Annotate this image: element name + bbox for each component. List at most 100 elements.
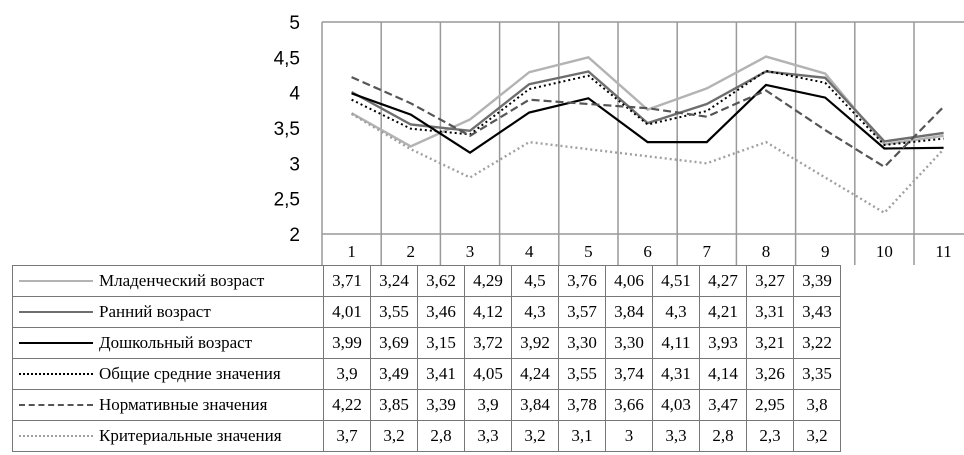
value-cell: 4,06: [605, 265, 653, 297]
y-tick-label: 4,5: [274, 48, 300, 69]
legend-swatch: [19, 280, 93, 282]
value-cell: 3,24: [370, 265, 418, 297]
value-cell: 2,3: [746, 420, 794, 452]
value-cell: 3,21: [746, 327, 794, 359]
legend-cell: Нормативные значения: [12, 389, 324, 421]
table-row: Нормативные значения 4,22 3,85 3,39 3,9 3,84 3…: [12, 389, 841, 421]
chart-series-lines: [350, 55, 945, 215]
value-cell: 3,69: [370, 327, 418, 359]
y-tick-label: 3,5: [274, 119, 300, 140]
x-tick-label: 3: [466, 242, 475, 261]
series-name: Нормативные значения: [99, 395, 268, 414]
legend-swatch: [19, 373, 93, 375]
table-row: Ранний возраст 4,01 3,55 3,46 4,12 4,3 3,57 3,8…: [12, 296, 841, 328]
value-cell: 2,8: [417, 420, 465, 452]
value-cell: 3,62: [417, 265, 465, 297]
y-tick-label: 4: [289, 84, 300, 105]
value-cell: 3,2: [370, 420, 418, 452]
value-cell: 3,7: [323, 420, 371, 452]
series-name: Ранний возраст: [99, 302, 211, 321]
value-cell: 3,55: [370, 296, 418, 328]
value-cell: 3,30: [558, 327, 606, 359]
y-tick-label: 2,5: [274, 190, 300, 211]
value-cell: 3,1: [558, 420, 606, 452]
value-cell: 4,31: [652, 358, 700, 390]
x-tick-label: 5: [584, 242, 593, 261]
value-cell: 3,27: [746, 265, 794, 297]
x-tick-label: 4: [525, 242, 534, 261]
value-cell: 3,74: [605, 358, 653, 390]
value-cell: 3,22: [793, 327, 841, 359]
y-axis-ticks: 2 2,5 3 3,5 4 4,5 5: [274, 13, 301, 246]
table-row: Общие средние значения 3,9 3,49 3,41 4,05 4,2…: [12, 358, 841, 390]
value-cell: 3,47: [699, 389, 747, 421]
legend-cell: Младенческий возраст: [12, 265, 324, 297]
value-cell: 3,84: [511, 389, 559, 421]
value-cell: 4,21: [699, 296, 747, 328]
value-cell: 4,11: [652, 327, 700, 359]
x-tick-label: 2: [407, 242, 416, 261]
x-tick-label: 10: [876, 242, 893, 261]
value-cell: 3,2: [793, 420, 841, 452]
value-cell: 4,3: [511, 296, 559, 328]
value-cell: 2,95: [746, 389, 794, 421]
value-cell: 4,14: [699, 358, 747, 390]
value-cell: 4,51: [652, 265, 700, 297]
legend-cell: Общие средние значения: [12, 358, 324, 390]
x-tick-label: 6: [643, 242, 652, 261]
table-row: Критериальные значения 3,7 3,2 2,8 3,3 3,2 3,1…: [12, 420, 841, 452]
y-tick-label: 2: [289, 225, 300, 246]
table-row: Младенческий возраст 3,71 3,24 3,62 4,29 4,5 3…: [12, 265, 841, 297]
series-line-3: [351, 83, 944, 155]
value-cell: 3,39: [417, 389, 465, 421]
y-tick-label: 5: [289, 13, 300, 34]
value-cell: 4,27: [699, 265, 747, 297]
value-cell: 2,8: [699, 420, 747, 452]
value-cell: 3,72: [464, 327, 512, 359]
value-cell: 4,24: [511, 358, 559, 390]
line-chart: 2 2,5 3 3,5 4 4,5 5 1 2 3 4 5 6 7 8 9 10 11: [274, 13, 964, 265]
value-cell: 3,39: [793, 265, 841, 297]
value-cell: 3,31: [746, 296, 794, 328]
value-cell: 3,78: [558, 389, 606, 421]
value-cell: 3,8: [793, 389, 841, 421]
value-cell: 3,15: [417, 327, 465, 359]
series-name: Дошкольный возраст: [99, 333, 253, 352]
x-tick-label: 8: [762, 242, 771, 261]
x-tick-label: 1: [347, 242, 356, 261]
x-tick-label: 7: [703, 242, 712, 261]
legend-cell: Дошкольный возраст: [12, 327, 324, 359]
legend-cell: Критериальные значения: [12, 420, 324, 452]
value-cell: 3,9: [323, 358, 371, 390]
value-cell: 3,49: [370, 358, 418, 390]
value-cell: 4,3: [652, 296, 700, 328]
value-cell: 3,3: [464, 420, 512, 452]
value-cell: 3,57: [558, 296, 606, 328]
x-axis-ticks: 1 2 3 4 5 6 7 8 9 10 11: [347, 242, 951, 261]
value-cell: 3,84: [605, 296, 653, 328]
legend-swatch: [19, 311, 93, 313]
series-line-5: [351, 76, 945, 169]
y-tick-label: 3: [289, 154, 300, 175]
value-cell: 4,29: [464, 265, 512, 297]
value-cell: 3,3: [652, 420, 700, 452]
chart-grid: [321, 21, 964, 265]
value-cell: 4,03: [652, 389, 700, 421]
value-cell: 3,71: [323, 265, 371, 297]
value-cell: 3: [605, 420, 653, 452]
x-tick-label: 9: [821, 242, 830, 261]
data-table-legend: Младенческий возраст 3,71 3,24 3,62 4,29 4,5 3…: [12, 265, 841, 452]
legend-swatch: [19, 342, 93, 344]
value-cell: 3,92: [511, 327, 559, 359]
value-cell: 3,66: [605, 389, 653, 421]
value-cell: 4,12: [464, 296, 512, 328]
series-name: Критериальные значения: [99, 426, 282, 445]
value-cell: 3,99: [323, 327, 371, 359]
legend-swatch: [19, 435, 93, 437]
value-cell: 3,9: [464, 389, 512, 421]
value-cell: 3,55: [558, 358, 606, 390]
value-cell: 4,05: [464, 358, 512, 390]
series-line-2: [351, 70, 944, 143]
value-cell: 3,93: [699, 327, 747, 359]
table-row: Дошкольный возраст 3,99 3,69 3,15 3,72 3,92 3,…: [12, 327, 841, 359]
